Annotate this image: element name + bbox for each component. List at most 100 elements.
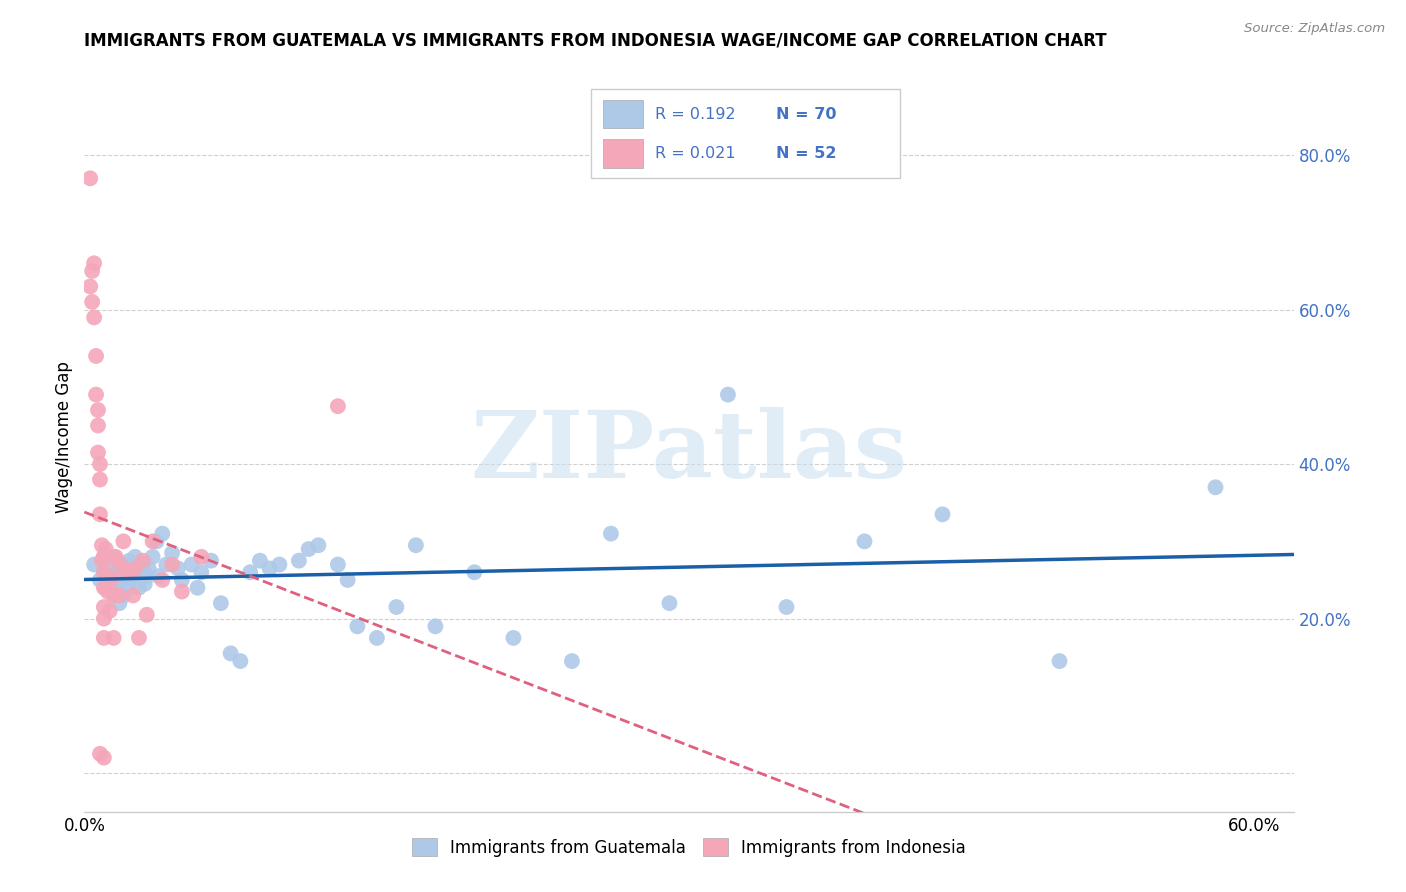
Point	[83, 256, 105, 270]
Text: IMMIGRANTS FROM GUATEMALA VS IMMIGRANTS FROM INDONESIA WAGE/INCOME GAP CORRELATI: IMMIGRANTS FROM GUATEMALA VS IMMIGRANTS …	[84, 32, 1107, 50]
Point	[112, 569, 135, 583]
Point	[103, 566, 125, 580]
Point	[89, 747, 111, 761]
Point	[249, 554, 271, 568]
Point	[124, 549, 146, 564]
Point	[145, 534, 167, 549]
Text: N = 70: N = 70	[776, 107, 837, 121]
Point	[124, 561, 146, 575]
Point	[150, 526, 173, 541]
Point	[107, 554, 129, 568]
Point	[97, 584, 120, 599]
Point	[84, 349, 107, 363]
Point	[82, 264, 104, 278]
Point	[346, 619, 368, 633]
Point	[180, 558, 202, 572]
Point	[120, 566, 142, 580]
Point	[931, 508, 953, 522]
Point	[103, 589, 125, 603]
Point	[117, 581, 139, 595]
Point	[83, 310, 105, 325]
Point	[97, 581, 120, 595]
Point	[288, 554, 311, 568]
Point	[98, 569, 121, 583]
Point	[298, 542, 321, 557]
Point	[405, 538, 427, 552]
Point	[775, 600, 797, 615]
Point	[103, 549, 125, 564]
Point	[502, 631, 524, 645]
Point	[89, 457, 111, 471]
Point	[83, 558, 105, 572]
Point	[103, 589, 125, 603]
Point	[108, 581, 131, 595]
Point	[155, 558, 177, 572]
Point	[326, 399, 349, 413]
Point	[89, 508, 111, 522]
Point	[307, 538, 329, 552]
Point	[142, 549, 165, 564]
Point	[132, 558, 155, 572]
Point	[87, 403, 110, 417]
Point	[104, 569, 127, 583]
Point	[138, 561, 160, 575]
Point	[160, 546, 183, 560]
Point	[93, 581, 115, 595]
Point	[100, 573, 122, 587]
Point	[112, 589, 135, 603]
Point	[150, 573, 173, 587]
Point	[97, 549, 120, 564]
Point	[93, 750, 115, 764]
Point	[259, 561, 281, 575]
Point	[1049, 654, 1071, 668]
Point	[170, 573, 193, 587]
Point	[717, 387, 740, 401]
Bar	[603, 100, 643, 128]
Point	[200, 554, 222, 568]
Point	[142, 534, 165, 549]
Point	[94, 542, 117, 557]
Point	[93, 612, 115, 626]
Point	[90, 538, 112, 552]
Point	[326, 558, 349, 572]
Point	[114, 558, 136, 572]
Point	[229, 654, 252, 668]
Point	[186, 581, 208, 595]
Point	[98, 561, 121, 575]
Point	[135, 607, 157, 622]
Point	[160, 558, 183, 572]
Point	[366, 631, 388, 645]
Point	[170, 584, 193, 599]
Point	[89, 473, 111, 487]
Bar	[603, 139, 643, 168]
Text: R = 0.192: R = 0.192	[655, 107, 737, 121]
Point	[120, 573, 142, 587]
Point	[385, 600, 408, 615]
Point	[93, 600, 115, 615]
Point	[269, 558, 291, 572]
Point	[94, 581, 117, 595]
Point	[112, 534, 135, 549]
Point	[110, 566, 132, 580]
Text: Source: ZipAtlas.com: Source: ZipAtlas.com	[1244, 22, 1385, 36]
Point	[79, 171, 101, 186]
Point	[79, 279, 101, 293]
Point	[1205, 480, 1227, 494]
Point	[104, 549, 127, 564]
Point	[336, 573, 359, 587]
Point	[107, 558, 129, 572]
Point	[167, 561, 190, 575]
Point	[108, 589, 131, 603]
Legend: Immigrants from Guatemala, Immigrants from Indonesia: Immigrants from Guatemala, Immigrants fr…	[405, 832, 973, 863]
Point	[93, 549, 115, 564]
Text: ZIPatlas: ZIPatlas	[471, 407, 907, 497]
Point	[87, 418, 110, 433]
Point	[112, 561, 135, 575]
Point	[93, 566, 115, 580]
Point	[600, 526, 623, 541]
Point	[425, 619, 447, 633]
Point	[90, 554, 112, 568]
Point	[125, 569, 148, 583]
Point	[87, 445, 110, 459]
Point	[117, 566, 139, 580]
